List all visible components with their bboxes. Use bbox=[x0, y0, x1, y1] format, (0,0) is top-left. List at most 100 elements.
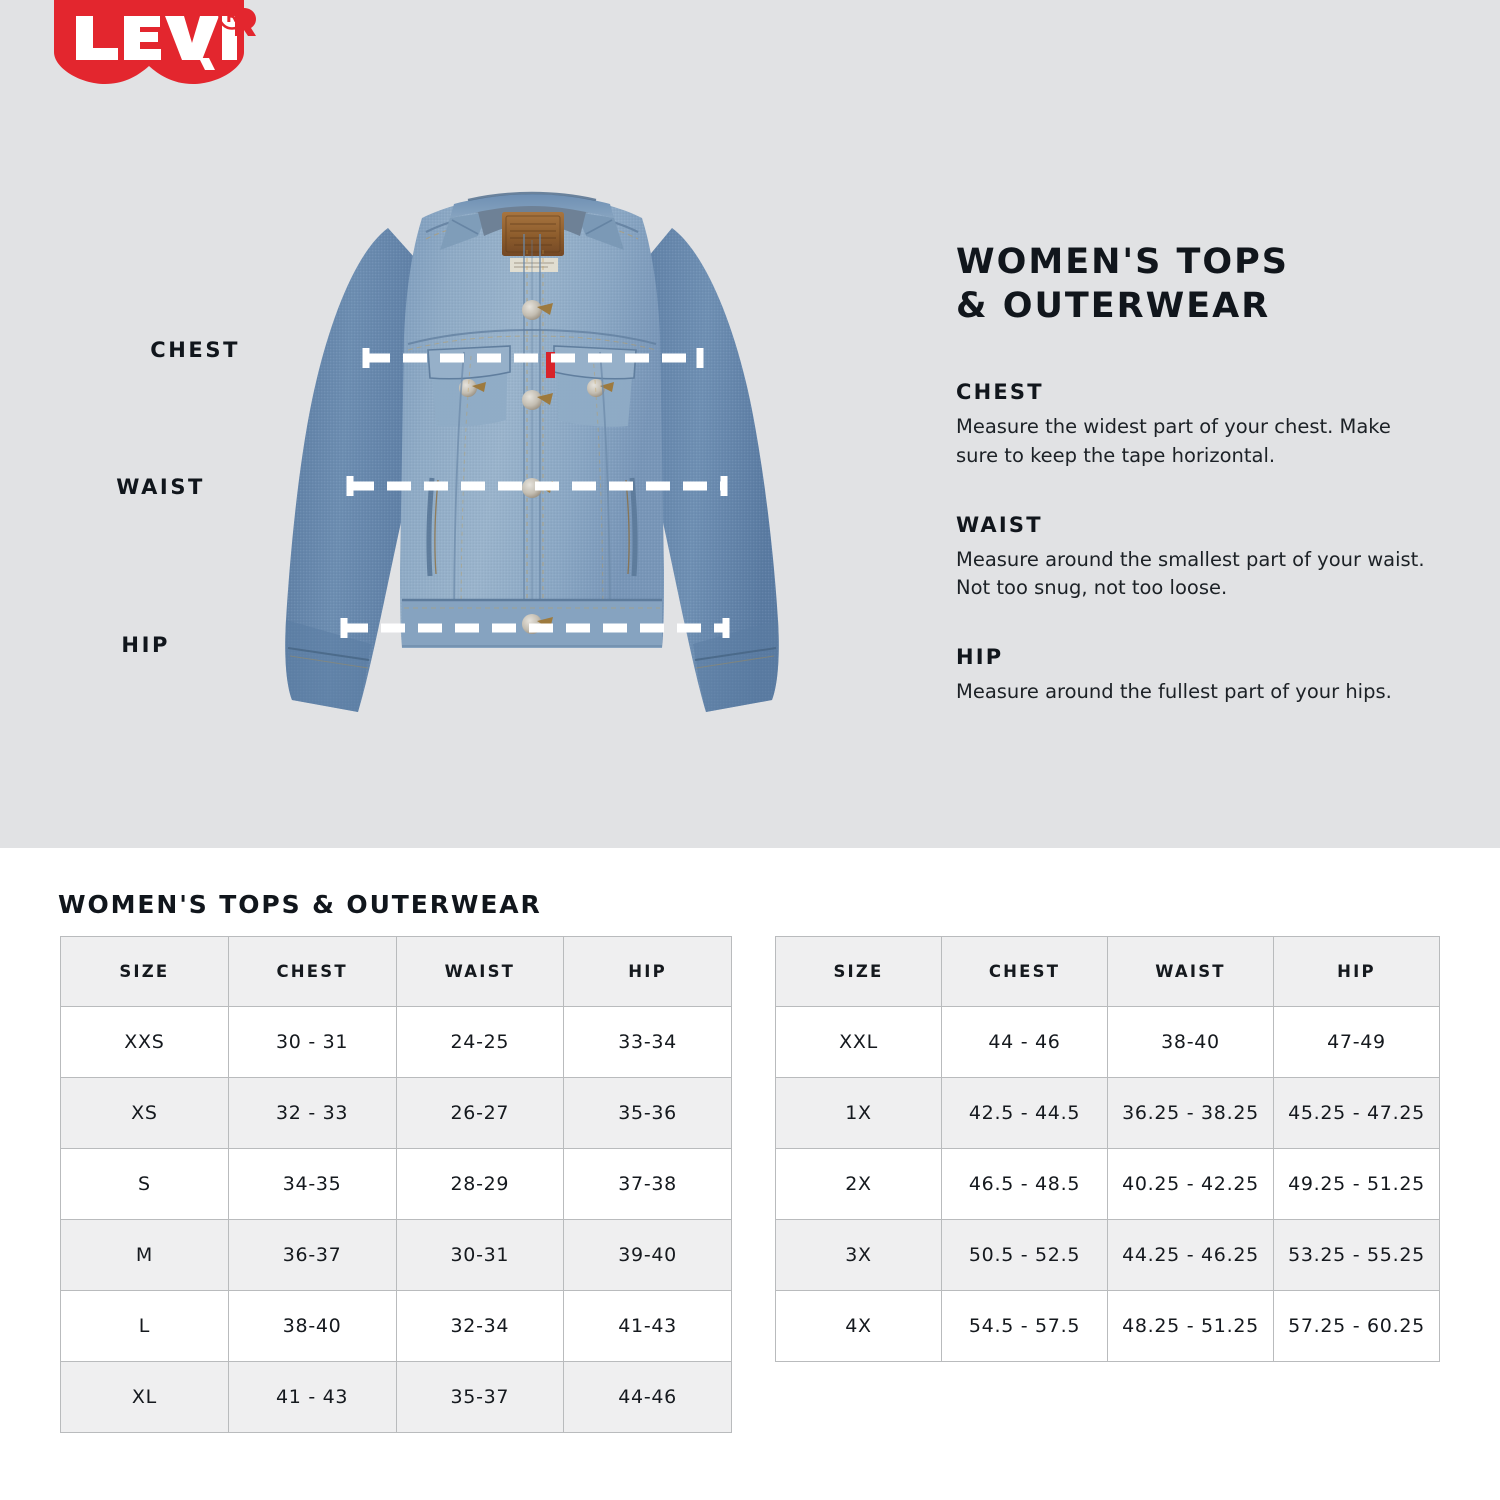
core-measure-cell: 35-36 bbox=[563, 1077, 732, 1149]
table-row: 2X 46.5 - 48.5 40.25 - 42.25 49.25 - 51.25 bbox=[775, 1148, 1440, 1220]
size-table-core-head: SIZE CHEST WAIST HIP bbox=[60, 936, 732, 1007]
waist-guide-label: WAIST bbox=[116, 475, 205, 499]
core-size-cell: S bbox=[60, 1148, 229, 1220]
pocket-button bbox=[459, 379, 477, 397]
core-size-cell: XL bbox=[60, 1361, 229, 1433]
table-header-row: SIZE CHEST WAIST HIP bbox=[60, 936, 732, 1007]
instruction-waist-heading: WAIST bbox=[956, 512, 1043, 537]
table-row: XXL 44 - 46 38-40 47-49 bbox=[775, 1006, 1440, 1078]
size-table-core-body: XXS 30 - 31 24-25 33-34 XS 32 - 33 26-27 35-36 S… bbox=[60, 1006, 732, 1433]
plus-header-size: SIZE bbox=[775, 936, 942, 1007]
plus-measure-cell: 42.5 - 44.5 bbox=[941, 1077, 1108, 1149]
plus-measure-cell: 54.5 - 57.5 bbox=[941, 1290, 1108, 1362]
plus-measure-cell: 48.25 - 51.25 bbox=[1107, 1290, 1274, 1362]
plus-size-cell: 1X bbox=[775, 1077, 942, 1149]
registered-trademark: R bbox=[218, 2, 246, 30]
table-row: XL 41 - 43 35-37 44-46 bbox=[60, 1361, 732, 1433]
table-row: 1X 42.5 - 44.5 36.25 - 38.25 45.25 - 47.25 bbox=[775, 1077, 1440, 1149]
size-table-plus: SIZE CHEST WAIST HIP XXL 44 - 46 38-40 47-49 1X… bbox=[775, 936, 1440, 1362]
plus-size-cell: 2X bbox=[775, 1148, 942, 1220]
plus-measure-cell: 44.25 - 46.25 bbox=[1107, 1219, 1274, 1291]
size-table-plus-body: XXL 44 - 46 38-40 47-49 1X 42.5 - 44.5 36.25 -… bbox=[775, 1006, 1440, 1362]
instruction-waist-body: Measure around the smallest part of your… bbox=[956, 547, 1425, 600]
plus-measure-cell: 57.25 - 60.25 bbox=[1273, 1290, 1440, 1362]
core-measure-cell: 44-46 bbox=[563, 1361, 732, 1433]
hero-title-line-2: & OUTERWEAR bbox=[956, 286, 1271, 327]
core-size-cell: XXS bbox=[60, 1006, 229, 1078]
denim-trucker-jacket bbox=[240, 100, 920, 780]
table-row: XXS 30 - 31 24-25 33-34 bbox=[60, 1006, 732, 1078]
plus-header-hip: HIP bbox=[1273, 936, 1440, 1007]
waist-measure-line bbox=[346, 476, 728, 496]
size-table-core: SIZE CHEST WAIST HIP XXS 30 - 31 24-25 33-34 XS… bbox=[60, 936, 732, 1433]
plus-measure-cell: 40.25 - 42.25 bbox=[1107, 1148, 1274, 1220]
core-measure-cell: 33-34 bbox=[563, 1006, 732, 1078]
hip-guide-label: HIP bbox=[121, 633, 170, 657]
core-measure-cell: 30 - 31 bbox=[227, 1006, 397, 1078]
pocket-button bbox=[587, 379, 605, 397]
hip-measure-line bbox=[340, 618, 730, 638]
plus-measure-cell: 47-49 bbox=[1273, 1006, 1440, 1078]
levis-red-tab-icon bbox=[546, 352, 555, 378]
table-row: M 36-37 30-31 39-40 bbox=[60, 1219, 732, 1291]
core-measure-cell: 32-34 bbox=[395, 1290, 565, 1362]
core-measure-cell: 28-29 bbox=[395, 1148, 565, 1220]
plus-measure-cell: 44 - 46 bbox=[941, 1006, 1108, 1078]
front-buttons bbox=[522, 300, 553, 634]
table-row: 3X 50.5 - 52.5 44.25 - 46.25 53.25 - 55.25 bbox=[775, 1219, 1440, 1291]
instruction-waist: WAIST Measure around the smallest part o… bbox=[956, 513, 1426, 603]
plus-measure-cell: 49.25 - 51.25 bbox=[1273, 1148, 1440, 1220]
plus-header-chest: CHEST bbox=[941, 936, 1108, 1007]
table-row: 4X 54.5 - 57.5 48.25 - 51.25 57.25 - 60.25 bbox=[775, 1290, 1440, 1362]
svg-text:R: R bbox=[226, 7, 238, 26]
table-row: S 34-35 28-29 37-38 bbox=[60, 1148, 732, 1220]
plus-measure-cell: 38-40 bbox=[1107, 1006, 1274, 1078]
leather-patch-icon bbox=[502, 212, 564, 256]
size-chart-section-title: WOMEN'S TOPS & OUTERWEAR bbox=[58, 890, 542, 919]
core-measure-cell: 37-38 bbox=[563, 1148, 732, 1220]
core-measure-cell: 41 - 43 bbox=[227, 1361, 397, 1433]
instruction-hip-heading: HIP bbox=[956, 644, 1004, 669]
measurement-instructions: WOMEN'S TOPS & OUTERWEAR CHEST Measure t… bbox=[956, 240, 1426, 706]
plus-measure-cell: 36.25 - 38.25 bbox=[1107, 1077, 1274, 1149]
plus-header-waist: WAIST bbox=[1107, 936, 1274, 1007]
plus-size-cell: 3X bbox=[775, 1219, 942, 1291]
core-measure-cell: 41-43 bbox=[563, 1290, 732, 1362]
chest-guide-label: CHEST bbox=[150, 338, 240, 362]
instruction-hip-body: Measure around the fullest part of your … bbox=[956, 679, 1392, 703]
plus-size-cell: 4X bbox=[775, 1290, 942, 1362]
instruction-chest-heading: CHEST bbox=[956, 380, 1044, 405]
core-header-hip: HIP bbox=[563, 936, 732, 1007]
table-row: L 38-40 32-34 41-43 bbox=[60, 1290, 732, 1362]
core-measure-cell: 35-37 bbox=[395, 1361, 565, 1433]
core-header-size: SIZE bbox=[60, 936, 229, 1007]
core-size-cell: L bbox=[60, 1290, 229, 1362]
core-measure-cell: 36-37 bbox=[227, 1219, 397, 1291]
instruction-hip: HIP Measure around the fullest part of y… bbox=[956, 645, 1426, 707]
core-header-waist: WAIST bbox=[395, 936, 565, 1007]
plus-measure-cell: 45.25 - 47.25 bbox=[1273, 1077, 1440, 1149]
levis-batwing-logo[interactable]: R bbox=[48, 0, 258, 98]
table-row: XS 32 - 33 26-27 35-36 bbox=[60, 1077, 732, 1149]
hero-title: WOMEN'S TOPS & OUTERWEAR bbox=[956, 240, 1426, 328]
instruction-chest-body: Measure the widest part of your chest. M… bbox=[956, 415, 1391, 467]
chest-measure-line bbox=[362, 348, 704, 368]
core-size-cell: M bbox=[60, 1219, 229, 1291]
size-table-plus-head: SIZE CHEST WAIST HIP bbox=[775, 936, 1440, 1007]
core-measure-cell: 38-40 bbox=[227, 1290, 397, 1362]
table-header-row: SIZE CHEST WAIST HIP bbox=[775, 936, 1440, 1007]
core-measure-cell: 26-27 bbox=[395, 1077, 565, 1149]
core-measure-cell: 24-25 bbox=[395, 1006, 565, 1078]
core-measure-cell: 30-31 bbox=[395, 1219, 565, 1291]
core-measure-cell: 34-35 bbox=[227, 1148, 397, 1220]
hero-title-line-1: WOMEN'S TOPS bbox=[956, 242, 1289, 282]
instruction-chest: CHEST Measure the widest part of your ch… bbox=[956, 380, 1426, 470]
core-size-cell: XS bbox=[60, 1077, 229, 1149]
plus-measure-cell: 46.5 - 48.5 bbox=[941, 1148, 1108, 1220]
core-header-chest: CHEST bbox=[227, 936, 397, 1007]
plus-size-cell: XXL bbox=[775, 1006, 942, 1078]
plus-measure-cell: 53.25 - 55.25 bbox=[1273, 1219, 1440, 1291]
plus-measure-cell: 50.5 - 52.5 bbox=[941, 1219, 1108, 1291]
core-measure-cell: 32 - 33 bbox=[227, 1077, 397, 1149]
